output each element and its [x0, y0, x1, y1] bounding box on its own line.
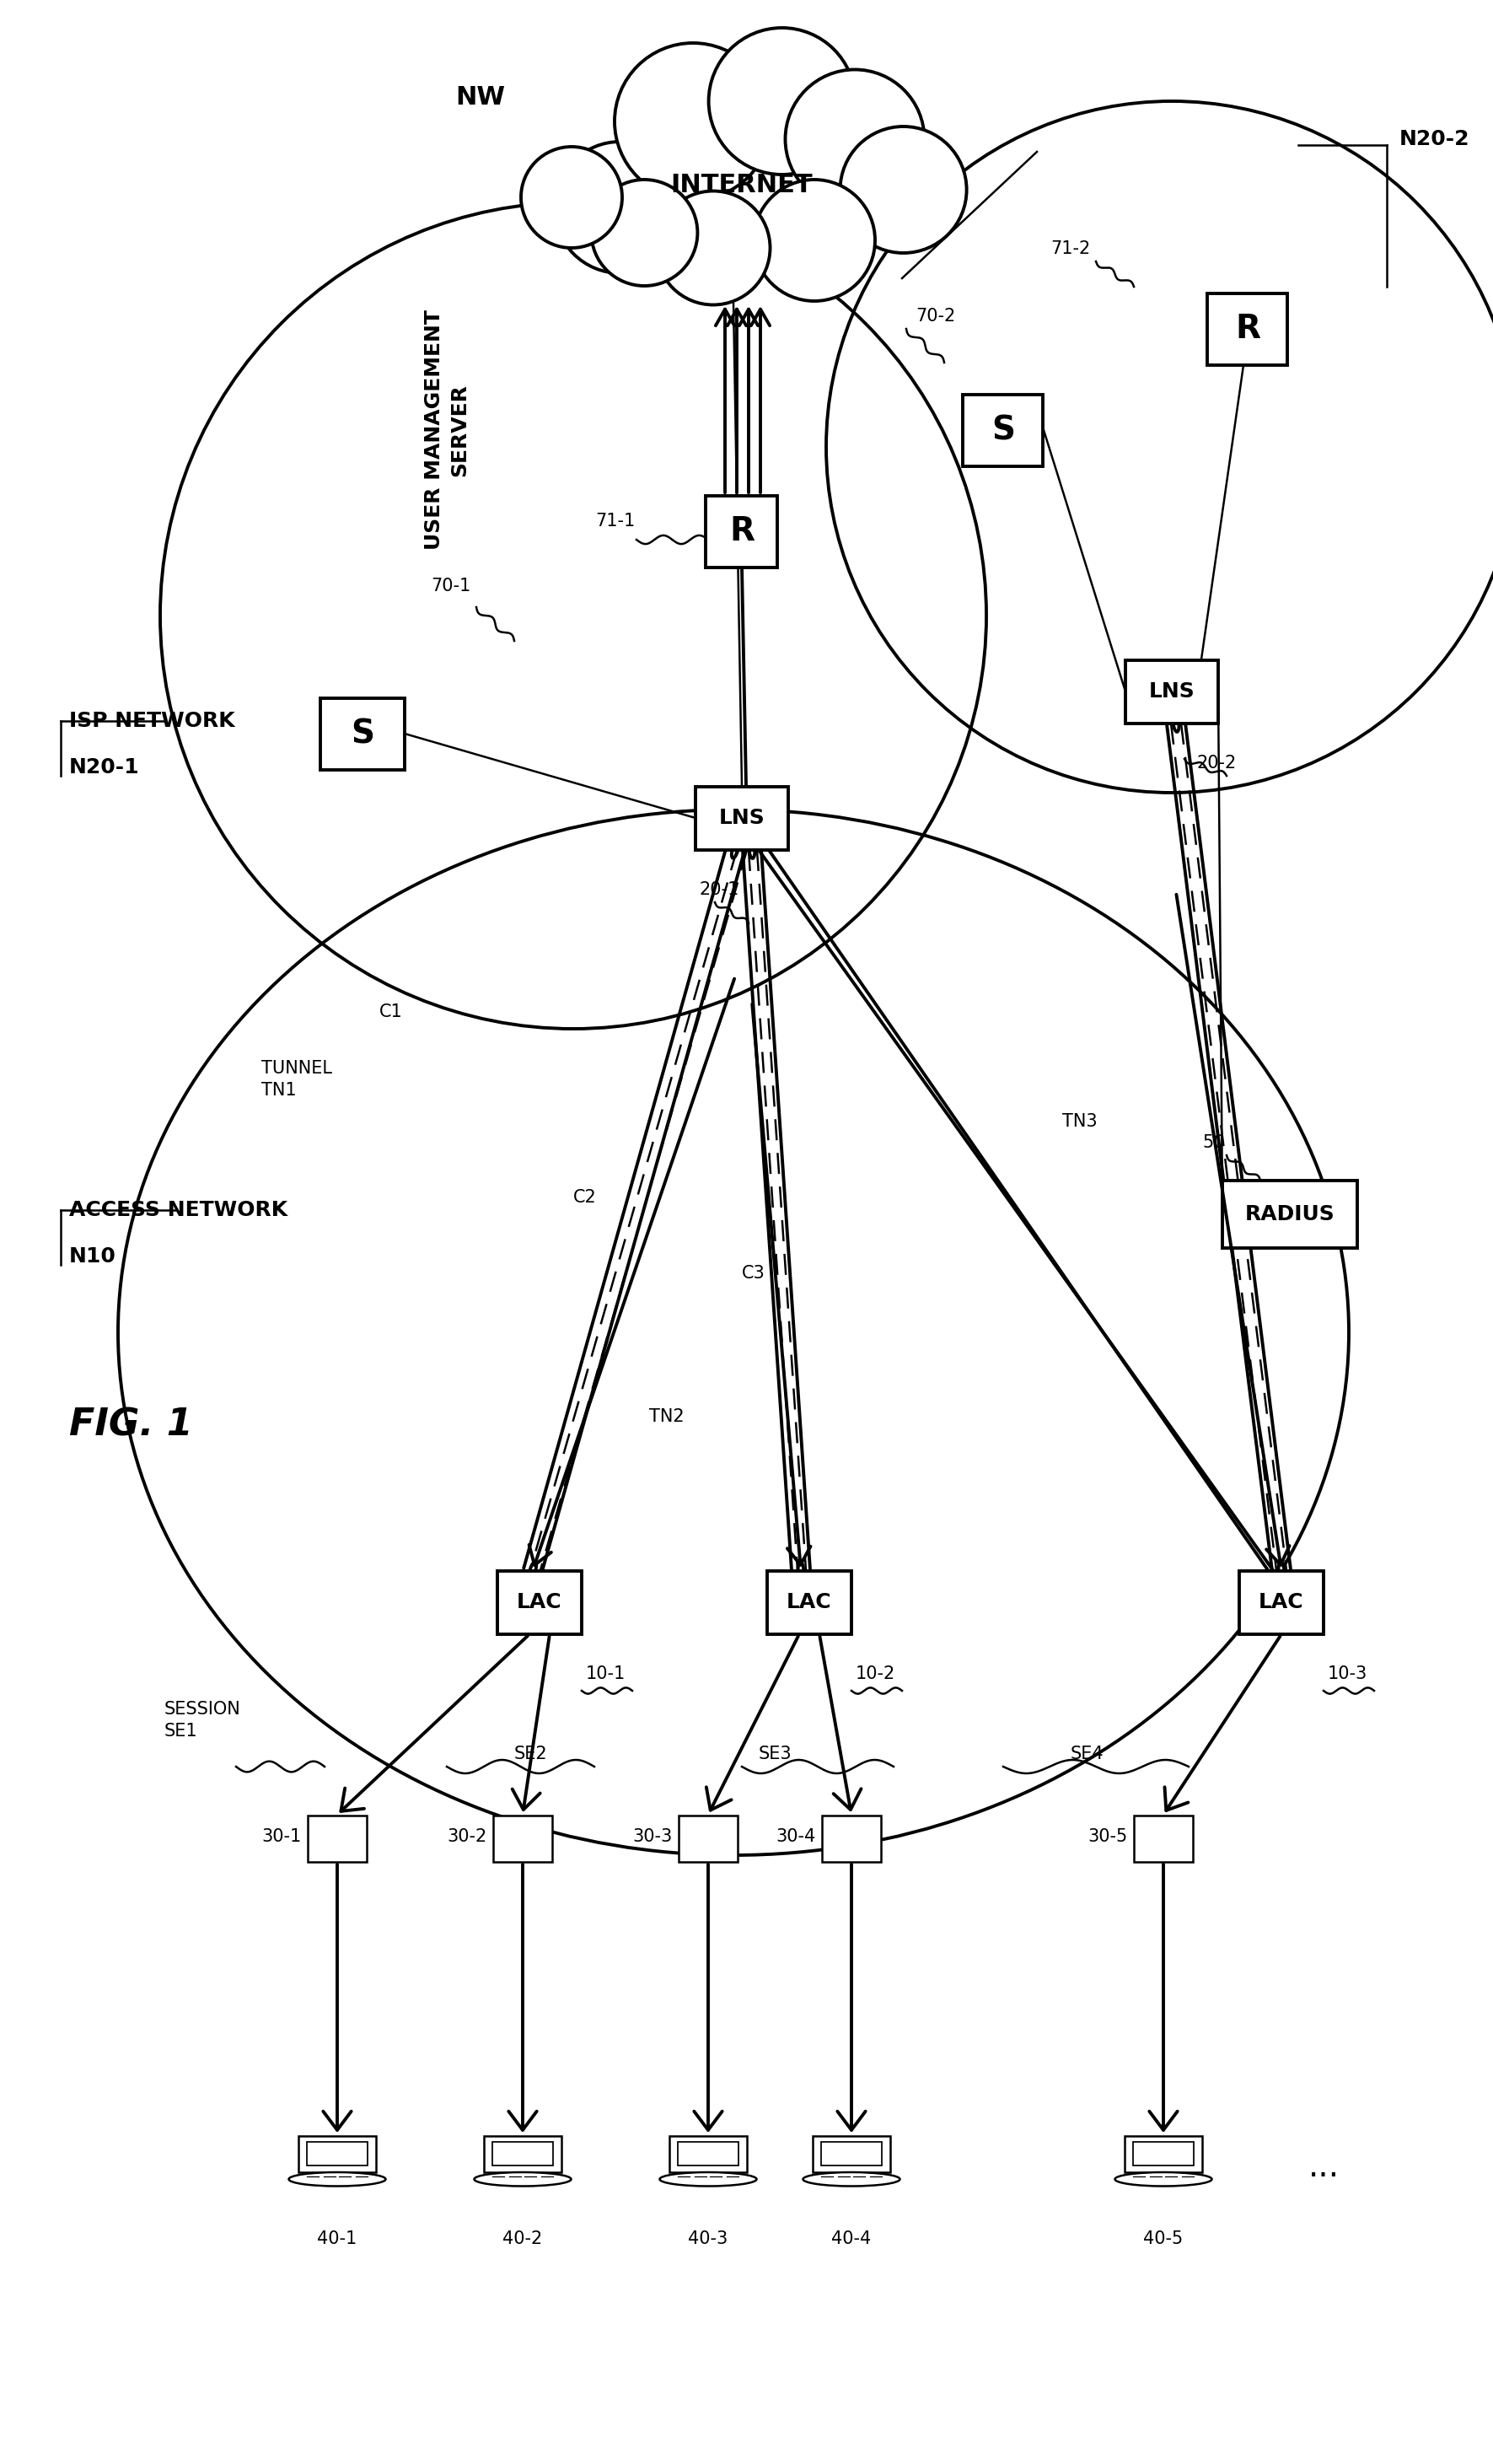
Text: N20-2: N20-2 [1399, 128, 1469, 150]
Bar [1133, 2141, 1193, 2166]
Text: C2: C2 [573, 1190, 597, 1205]
Text: 40-2: 40-2 [503, 2230, 542, 2247]
Text: RADIUS: RADIUS [1245, 1205, 1335, 1225]
Text: R: R [729, 515, 754, 547]
Text: 10-2: 10-2 [855, 1666, 896, 1683]
Bar [812, 2136, 890, 2173]
Ellipse shape [732, 843, 739, 857]
Text: 70-1: 70-1 [431, 577, 470, 594]
Bar [963, 394, 1044, 466]
Bar [299, 2136, 376, 2173]
Text: 30-2: 30-2 [448, 1828, 487, 1846]
Text: 10-1: 10-1 [585, 1666, 626, 1683]
Text: 40-3: 40-3 [688, 2230, 729, 2247]
Circle shape [754, 180, 875, 301]
Text: TUNNEL
TN1: TUNNEL TN1 [261, 1060, 331, 1099]
Text: LAC: LAC [1259, 1592, 1303, 1611]
Text: ISP NETWORK: ISP NETWORK [69, 712, 234, 732]
Text: 30-3: 30-3 [633, 1828, 673, 1846]
Bar [767, 1570, 851, 1634]
Text: SE3: SE3 [758, 1745, 793, 1762]
Text: 40-4: 40-4 [832, 2230, 872, 2247]
Text: SE2: SE2 [514, 1745, 548, 1762]
Circle shape [591, 180, 697, 286]
Ellipse shape [288, 2173, 385, 2186]
Text: TN3: TN3 [1062, 1114, 1097, 1131]
Text: C1: C1 [379, 1003, 403, 1020]
Circle shape [709, 27, 855, 175]
Text: USER MANAGEMENT
SERVER: USER MANAGEMENT SERVER [424, 310, 469, 549]
Bar [706, 495, 778, 567]
Text: 30-1: 30-1 [261, 1828, 302, 1846]
Circle shape [657, 192, 770, 306]
Circle shape [554, 140, 685, 274]
Text: 30-5: 30-5 [1088, 1828, 1129, 1846]
Bar [678, 2141, 739, 2166]
Text: C3: C3 [742, 1264, 766, 1281]
Circle shape [785, 69, 924, 209]
Circle shape [615, 42, 772, 200]
Ellipse shape [475, 2173, 572, 2186]
Ellipse shape [799, 1562, 803, 1579]
Ellipse shape [1115, 2173, 1212, 2186]
Ellipse shape [749, 843, 755, 857]
Ellipse shape [1278, 1562, 1284, 1579]
Bar [308, 1816, 367, 1860]
Text: N20-1: N20-1 [69, 756, 140, 779]
Text: R: R [1235, 313, 1260, 345]
Text: LNS: LNS [1148, 683, 1194, 702]
Text: 70-2: 70-2 [915, 308, 956, 325]
Bar [669, 2136, 746, 2173]
Text: N10: N10 [69, 1247, 116, 1266]
Text: LNS: LNS [718, 808, 764, 828]
Text: 71-2: 71-2 [1051, 241, 1090, 256]
Text: 40-5: 40-5 [1144, 2230, 1184, 2247]
Bar [823, 1816, 881, 1860]
Bar [679, 1816, 738, 1860]
Bar [321, 697, 405, 769]
Bar [1124, 2136, 1202, 2173]
Bar [493, 2141, 552, 2166]
Text: 20-1: 20-1 [700, 882, 739, 897]
Text: S: S [991, 414, 1015, 446]
Text: INTERNET: INTERNET [670, 172, 814, 197]
Text: LAC: LAC [787, 1592, 832, 1611]
Bar [1208, 293, 1288, 365]
Bar [1239, 1570, 1324, 1634]
Text: ACCESS NETWORK: ACCESS NETWORK [69, 1200, 288, 1220]
Bar [1126, 660, 1218, 722]
Ellipse shape [803, 2173, 900, 2186]
Text: 20-2: 20-2 [1197, 754, 1236, 771]
Bar [1133, 1816, 1193, 1860]
Ellipse shape [530, 1562, 536, 1579]
Text: ...: ... [1308, 2151, 1339, 2183]
Bar [484, 2136, 561, 2173]
Text: 10-3: 10-3 [1327, 1666, 1368, 1683]
Bar [696, 786, 788, 850]
Text: 40-1: 40-1 [318, 2230, 357, 2247]
Ellipse shape [1173, 715, 1179, 732]
Bar [308, 2141, 367, 2166]
Bar [821, 2141, 882, 2166]
Text: NW: NW [455, 84, 505, 108]
Ellipse shape [660, 2173, 757, 2186]
Text: SE4: SE4 [1070, 1745, 1103, 1762]
Text: LAC: LAC [517, 1592, 563, 1611]
Circle shape [521, 148, 623, 249]
Text: FIG. 1: FIG. 1 [69, 1407, 193, 1444]
Bar [1223, 1180, 1357, 1249]
Text: TN2: TN2 [649, 1409, 684, 1424]
Text: SESSION
SE1: SESSION SE1 [164, 1700, 240, 1740]
Text: 30-4: 30-4 [776, 1828, 817, 1846]
Text: 50: 50 [1203, 1133, 1226, 1151]
Bar [493, 1816, 552, 1860]
Text: S: S [351, 717, 375, 749]
Text: 71-1: 71-1 [596, 513, 636, 530]
Bar [497, 1570, 582, 1634]
Circle shape [841, 126, 966, 254]
